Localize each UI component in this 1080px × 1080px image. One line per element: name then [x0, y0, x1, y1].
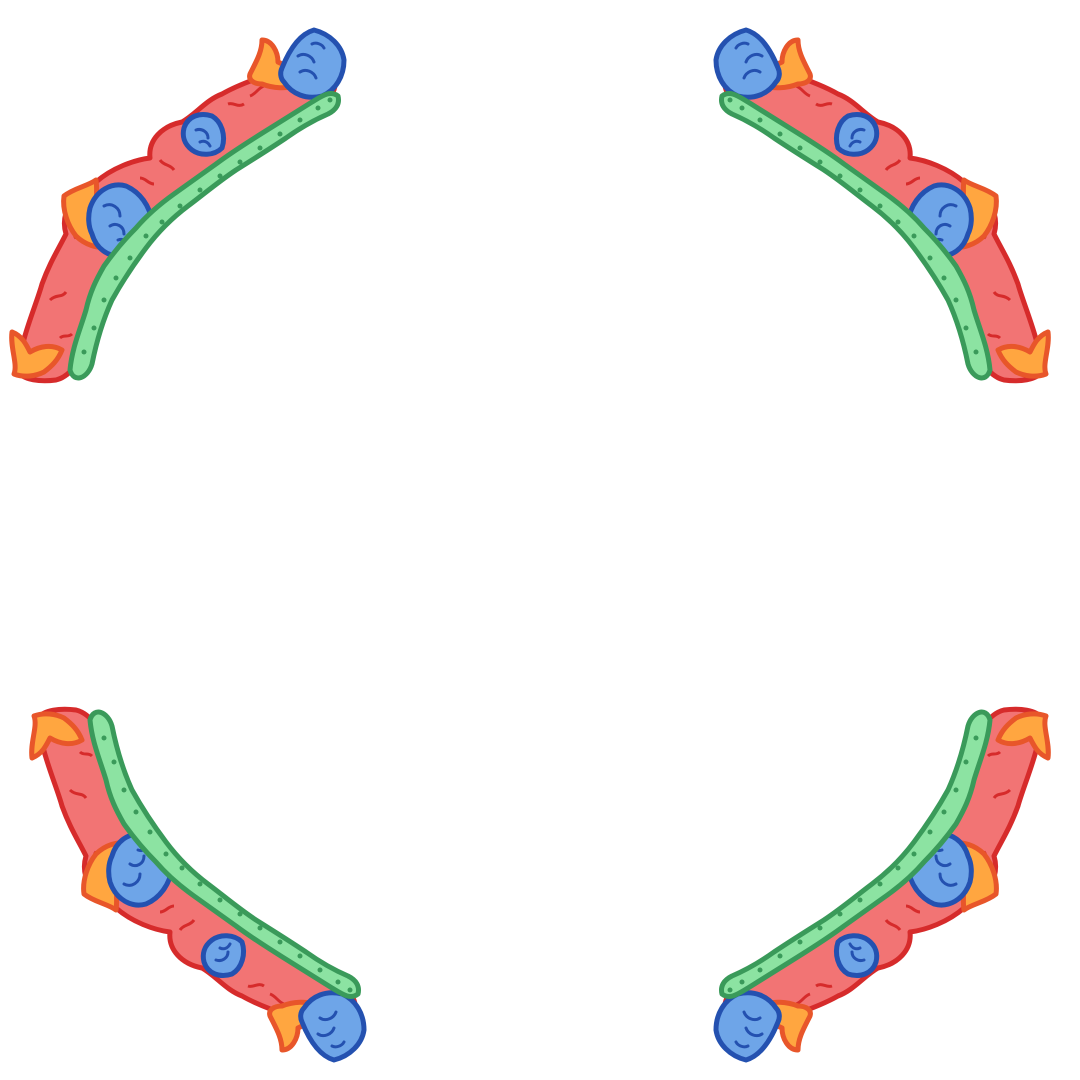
- floral-frame: [9, 27, 1051, 1063]
